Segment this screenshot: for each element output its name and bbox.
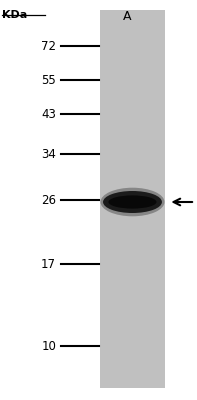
Text: 55: 55 bbox=[41, 74, 56, 86]
Text: 17: 17 bbox=[41, 258, 56, 270]
Bar bbox=[100, 10, 165, 388]
Text: 10: 10 bbox=[41, 340, 56, 352]
Text: 43: 43 bbox=[41, 108, 56, 120]
Ellipse shape bbox=[103, 191, 162, 213]
Text: A: A bbox=[123, 10, 131, 23]
Ellipse shape bbox=[109, 195, 156, 209]
Ellipse shape bbox=[100, 188, 164, 216]
Text: 34: 34 bbox=[41, 148, 56, 160]
Text: 72: 72 bbox=[41, 40, 56, 52]
Text: 26: 26 bbox=[41, 194, 56, 206]
Text: KDa: KDa bbox=[2, 10, 27, 20]
